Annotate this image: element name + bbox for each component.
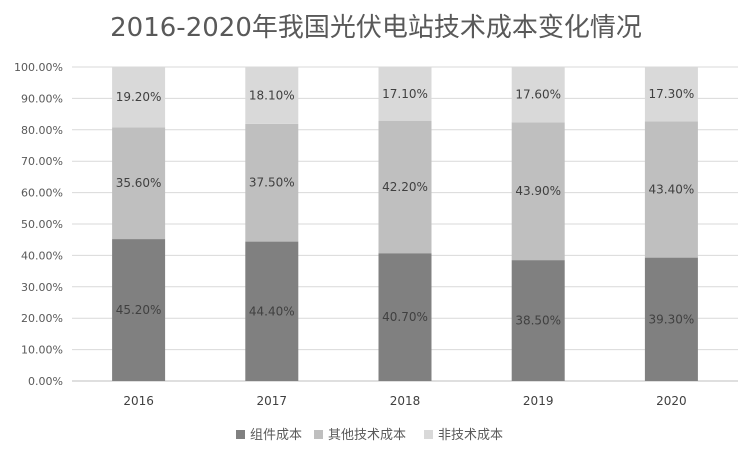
bar-segment	[511, 67, 565, 123]
bar-segment	[644, 67, 698, 122]
bar-segment	[378, 67, 432, 121]
x-tick-label: 2017	[257, 394, 288, 408]
data-label: 43.40%	[649, 182, 695, 196]
y-tick-label: 90.00%	[21, 92, 63, 105]
legend: 组件成本 其他技术成本 非技术成本	[236, 428, 503, 443]
data-label: 38.50%	[515, 314, 561, 328]
legend-swatch	[424, 430, 433, 439]
data-label: 42.20%	[382, 180, 428, 194]
y-tick-label: 10.00%	[21, 344, 63, 357]
x-tick-label: 2016	[123, 394, 154, 408]
bar-segment	[245, 67, 299, 124]
bar-segment	[245, 241, 299, 381]
x-tick-label: 2020	[656, 394, 687, 408]
y-tick-label: 80.00%	[21, 124, 63, 137]
bar-segment	[511, 260, 565, 381]
x-tick-label: 2018	[390, 394, 421, 408]
bar-segment	[112, 127, 166, 240]
y-tick-label: 100.00%	[14, 61, 63, 74]
legend-label: 非技术成本	[438, 428, 503, 443]
data-label: 44.40%	[249, 304, 295, 318]
bar-segment	[112, 239, 166, 381]
data-label: 19.20%	[116, 90, 162, 104]
y-tick-label: 70.00%	[21, 155, 63, 168]
data-label: 18.10%	[249, 88, 295, 102]
bar-segment	[644, 121, 698, 258]
data-label: 43.90%	[515, 184, 561, 198]
x-tick-label: 2019	[523, 394, 554, 408]
data-label: 17.60%	[515, 88, 561, 102]
bar-segment	[644, 257, 698, 381]
data-label: 17.10%	[382, 87, 428, 101]
data-label: 37.50%	[249, 176, 295, 190]
y-tick-label: 60.00%	[21, 187, 63, 200]
bar-segment	[378, 253, 432, 381]
x-axis: 2016 2017 2018 2019 2020	[123, 394, 686, 408]
y-tick-label: 40.00%	[21, 249, 63, 262]
y-tick-label: 0.00%	[28, 375, 63, 388]
legend-label: 其他技术成本	[328, 428, 406, 443]
bar-segment	[511, 122, 565, 261]
bar-segment	[378, 120, 432, 254]
y-tick-label: 50.00%	[21, 218, 63, 231]
y-tick-label: 20.00%	[21, 312, 63, 325]
y-tick-label: 30.00%	[21, 281, 63, 294]
data-label: 35.60%	[116, 176, 162, 190]
data-label: 17.30%	[649, 87, 695, 101]
legend-label: 组件成本	[250, 428, 302, 443]
y-axis: 0.00% 10.00% 20.00% 30.00% 40.00% 50.00% 60.00…	[14, 61, 63, 388]
bar-segment	[112, 67, 166, 128]
legend-swatch	[236, 430, 245, 439]
data-label: 39.30%	[649, 312, 695, 326]
bar-segment	[245, 123, 299, 242]
data-label: 45.20%	[116, 303, 162, 317]
data-label: 40.70%	[382, 310, 428, 324]
chart-title: 2016-2020年我国光伏电站技术成本变化情况	[110, 13, 642, 43]
legend-swatch	[314, 430, 323, 439]
bars: 45.20% 35.60% 19.20% 44.40% 37.50% 18.10% 40.7…	[112, 67, 698, 381]
